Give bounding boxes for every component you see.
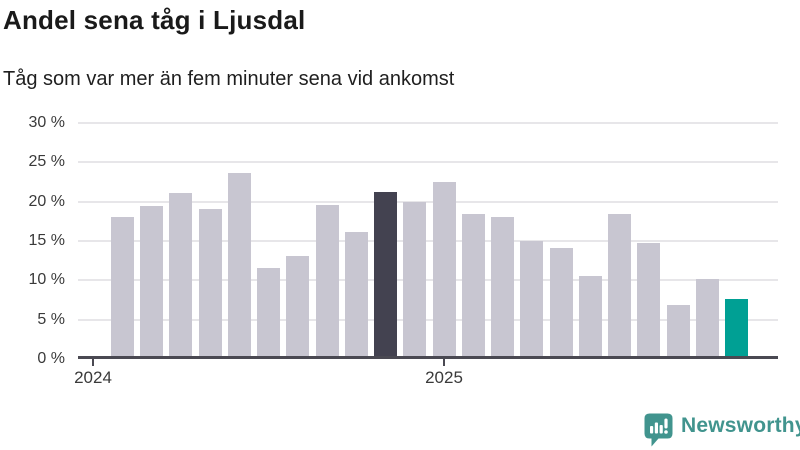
- gridline: [78, 122, 778, 124]
- plot-area: [78, 122, 778, 366]
- bar-2024-09: [315, 204, 339, 359]
- newsworthy-icon: [644, 413, 673, 447]
- gridline: [78, 318, 778, 321]
- bar-2024-11: [374, 192, 397, 359]
- bar-2024-02: [110, 216, 134, 359]
- y-axis-tick-label: 20 %: [28, 192, 65, 210]
- gridline: [78, 279, 778, 282]
- bar-2024-10: [344, 232, 368, 359]
- gridline: [78, 240, 778, 242]
- x-axis-tick: [443, 359, 445, 366]
- bar-2024-05: [198, 208, 222, 359]
- bar-2024-12: [403, 201, 427, 359]
- x-axis-tick-label: 2024: [74, 368, 112, 387]
- bar-2025-05: [549, 248, 573, 359]
- y-axis-tick-label: 0 %: [37, 350, 65, 367]
- bar-2025-08: [637, 243, 661, 359]
- gridline: [78, 200, 778, 203]
- y-axis-tick-label: 10 %: [28, 271, 65, 289]
- bar-2024-06: [227, 173, 251, 359]
- bar-2024-04: [169, 193, 193, 359]
- bar-2025-03: [491, 216, 514, 359]
- y-axis-tick-label: 30 %: [28, 114, 65, 131]
- brand-logo: Newsworthy: [644, 413, 800, 447]
- bar-2025-06: [578, 276, 602, 359]
- y-axis-tick-label: 15 %: [28, 232, 65, 249]
- x-axis-line: [78, 356, 778, 359]
- bar-2024-03: [140, 205, 163, 359]
- y-axis-tick-label: 25 %: [28, 153, 65, 171]
- bar-2025-02: [461, 214, 485, 359]
- bar-2025-07: [608, 214, 631, 359]
- x-axis-tick-label: 2025: [425, 368, 463, 387]
- y-axis-tick-label: 5 %: [37, 310, 65, 328]
- gridline: [78, 161, 778, 164]
- chart-subtitle: Tåg som var mer än fem minuter sena vid …: [3, 68, 455, 90]
- bar-2024-07: [257, 267, 280, 359]
- bar-2025-01: [432, 182, 456, 359]
- bar-2025-11: [725, 299, 748, 359]
- bar-2024-08: [286, 255, 310, 359]
- bar-2025-09: [666, 304, 690, 359]
- x-axis-tick: [92, 359, 94, 366]
- brand-name: Newsworthy: [681, 414, 800, 437]
- bar-2025-10: [695, 278, 719, 359]
- bar-2025-04: [520, 241, 544, 359]
- chart-title: Andel sena tåg i Ljusdal: [3, 5, 306, 35]
